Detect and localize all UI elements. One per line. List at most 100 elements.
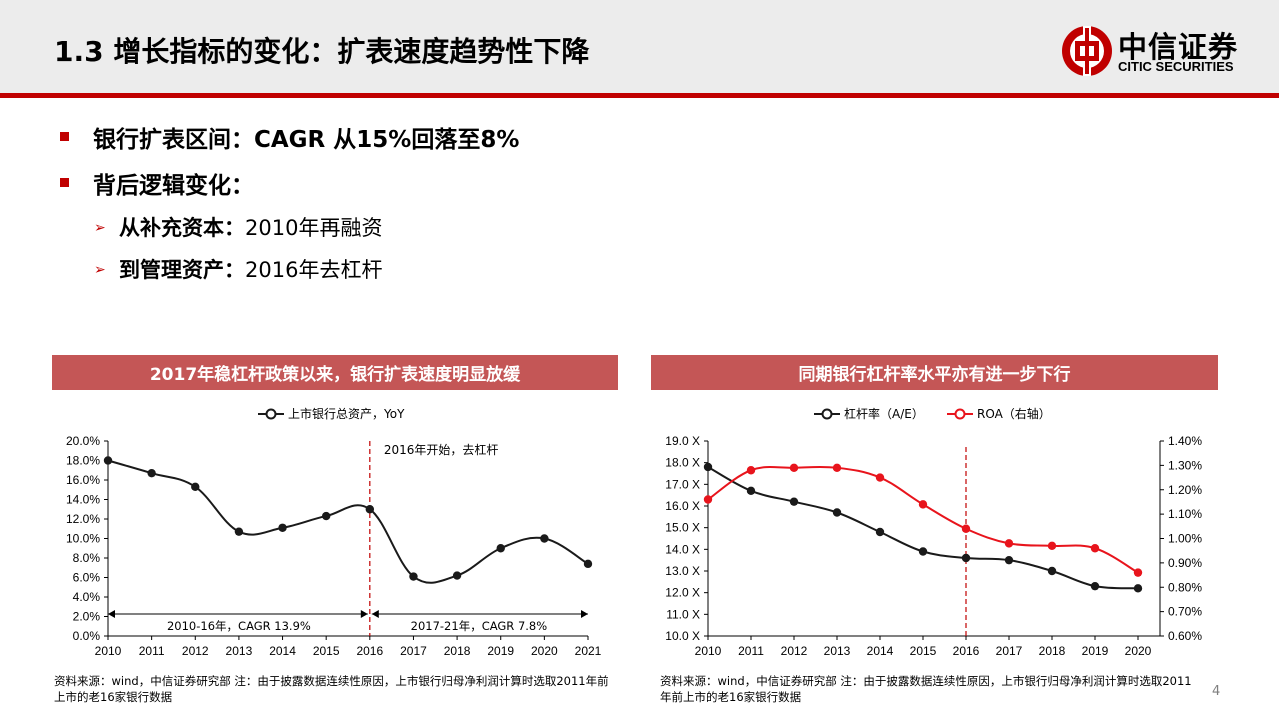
legend-label-leverage: 杠杆率（A/E） [844, 406, 924, 421]
x-tick-label: 2010 [695, 644, 722, 658]
range-label-right: 2017-21年，CAGR 7.8% [411, 619, 548, 633]
y-tick-label: 6.0% [73, 571, 101, 585]
leverage-point-2019 [1090, 581, 1100, 591]
legend-marker-leverage [821, 408, 833, 420]
leverage-point-2020 [1133, 584, 1143, 593]
x-tick-label: 2019 [487, 644, 514, 658]
roa-point-2010 [703, 495, 713, 504]
left-y-tick-label: 14.0 X [665, 542, 700, 556]
roa-point-2018 [1047, 541, 1057, 551]
y-tick-label: 20.0% [66, 434, 100, 448]
left-source-note: 资料来源：wind，中信证券研究部 注：由于披露数据连续性原因，上市银行归母净利… [54, 674, 609, 704]
right-y-tick-label: 0.80% [1168, 580, 1202, 594]
data-point-2011 [147, 468, 156, 478]
roa-point-2015 [918, 500, 928, 509]
x-tick-label: 2016 [356, 644, 383, 658]
data-point-2018 [452, 571, 462, 580]
left-y-tick-label: 15.0 X [665, 521, 700, 535]
right-source-note: 资料来源：wind，中信证券研究部 注：由于披露数据连续性原因，上市银行归母净利… [660, 674, 1192, 704]
roa-point-2013 [832, 463, 842, 473]
data-point-2019 [496, 544, 505, 553]
x-tick-label: 2013 [824, 644, 851, 658]
logo-english-text: CITIC SECURITIES [1118, 59, 1234, 74]
left-y-tick-label: 11.0 X [666, 607, 700, 621]
left-y-tick-label: 16.0 X [665, 499, 700, 513]
y-tick-label: 8.0% [73, 551, 101, 565]
left-y-tick-label: 17.0 X [665, 477, 700, 491]
x-tick-label: 2016 [953, 644, 980, 658]
left-y-tick-label: 10.0 X [665, 629, 700, 643]
right-y-tick-label: 0.70% [1168, 605, 1202, 619]
bullet-marker [60, 178, 69, 187]
legend-label: 上市银行总资产，YoY [288, 406, 405, 421]
left-panel-title: 2017年稳杠杆政策以来，银行扩表速度明显放缓 [52, 355, 618, 390]
page-number: 4 [1212, 684, 1221, 699]
x-tick-label: 2017 [996, 644, 1023, 658]
leverage-point-2015 [918, 547, 928, 556]
leverage-point-2018 [1047, 566, 1057, 576]
roa-point-2016 [961, 524, 971, 533]
roa-point-2014 [875, 473, 885, 482]
range-arrow-2010-2016-head-right [360, 610, 368, 618]
left-y-tick-label: 13.0 X [665, 564, 700, 578]
x-tick-label: 2014 [867, 644, 894, 658]
x-tick-label: 2020 [1125, 644, 1152, 658]
roa-point-2017 [1004, 539, 1014, 548]
roa-point-2011 [746, 466, 756, 475]
bullet-text-1: 银行扩表区间：CAGR 从15%回落至8% [93, 127, 520, 153]
right-y-tick-label: 0.90% [1168, 556, 1202, 570]
x-tick-label: 2011 [139, 644, 165, 658]
right-y-tick-label: 1.30% [1168, 458, 1202, 472]
y-tick-label: 16.0% [66, 473, 100, 487]
sub-bullet-1-bold: 从补充资本： [119, 216, 245, 240]
x-tick-label: 2013 [226, 644, 253, 658]
data-point-2016 [365, 505, 375, 514]
divider-annotation: 2016年开始，去杠杆 [384, 442, 499, 457]
data-point-2021 [583, 559, 593, 569]
left-y-tick-label: 19.0 X [665, 434, 700, 448]
left-y-tick-label: 12.0 X [665, 586, 700, 600]
data-point-2015 [321, 511, 331, 521]
page-title: 1.3 增长指标的变化：扩表速度趋势性下降 [54, 35, 590, 68]
sub-bullet-2: 到管理资产：2016年去杠杆 [119, 254, 382, 284]
leverage-point-2011 [746, 486, 756, 496]
citic-logo-icon [1062, 26, 1112, 76]
sub-bullet-2-text: 2016年去杠杆 [245, 258, 383, 282]
data-point-2012 [191, 482, 200, 492]
y-tick-label: 0.0% [73, 629, 101, 643]
legend-marker [265, 408, 277, 420]
arrow-icon: ➢ [94, 220, 106, 236]
right-y-tick-label: 1.40% [1168, 434, 1202, 448]
x-tick-label: 2017 [400, 644, 427, 658]
x-tick-label: 2018 [444, 644, 471, 658]
right-panel-title: 同期银行杠杆率水平亦有进一步下行 [651, 355, 1218, 390]
sub-bullet-1: 从补充资本：2010年再融资 [119, 212, 382, 242]
leverage-point-2016 [961, 553, 971, 563]
y-tick-label: 18.0% [66, 454, 100, 468]
leverage-point-2012 [789, 497, 799, 506]
data-point-2014 [278, 523, 287, 532]
leverage-point-2014 [875, 527, 885, 537]
bullet-marker [60, 132, 69, 141]
leverage-point-2017 [1004, 555, 1014, 565]
sub-bullet-1-text: 2010年再融资 [245, 216, 383, 240]
series-line-leverage [707, 466, 1139, 590]
range-arrow-2017-2021-head-left [371, 610, 379, 618]
range-arrow-2017-2021-head-right [581, 610, 588, 618]
x-tick-label: 2012 [781, 644, 808, 658]
sub-bullet-2-bold: 到管理资产： [119, 258, 245, 282]
roa-point-2012 [789, 463, 799, 473]
x-tick-label: 2014 [269, 644, 296, 658]
legend-label-roa: ROA（右轴） [977, 406, 1051, 421]
range-arrow-2010-2016-head-left [108, 610, 115, 618]
left-y-tick-label: 18.0 X [665, 456, 700, 470]
x-tick-label: 2015 [910, 644, 937, 658]
arrow-icon: ➢ [94, 262, 106, 278]
x-tick-label: 2015 [313, 644, 340, 658]
data-point-2013 [234, 527, 244, 536]
legend-marker-roa [954, 408, 966, 420]
x-tick-label: 2021 [575, 644, 602, 658]
x-tick-label: 2010 [95, 644, 122, 658]
leverage-point-2013 [832, 508, 842, 517]
data-point-2010 [103, 456, 113, 465]
